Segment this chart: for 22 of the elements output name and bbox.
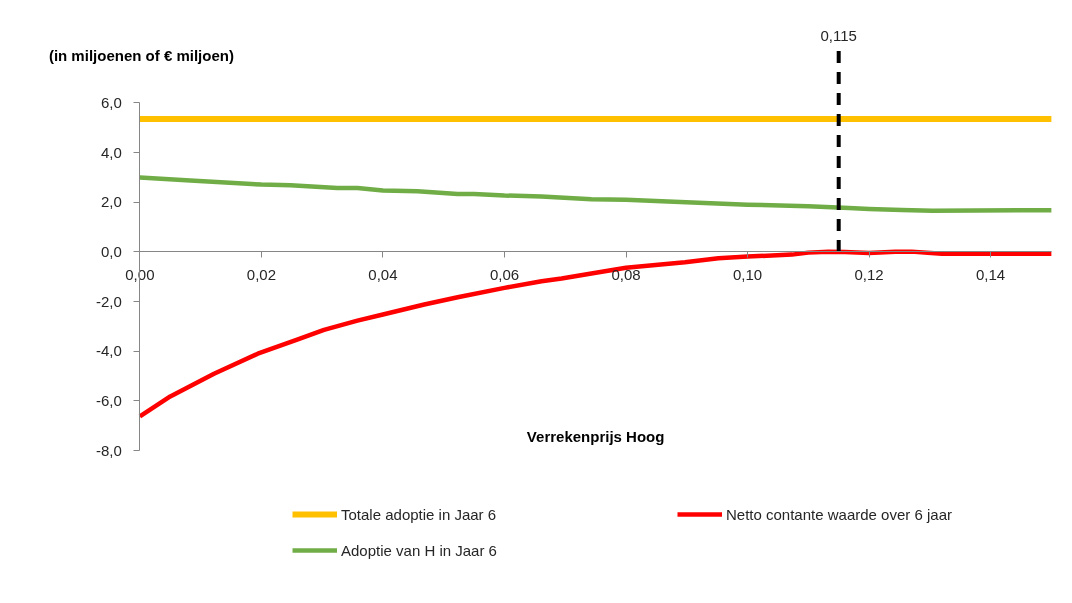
y-tick-label: -8,0 [96,441,122,459]
ref-line-label: 0,115 [820,26,857,44]
legend-label: Adoptie van H in Jaar 6 [341,541,498,559]
y-tick-label: -6,0 [96,391,122,409]
y-axis-title: (in miljoenen of € miljoen) [48,47,234,65]
y-tick-label: -2,0 [96,292,122,310]
y-tick-label: 2,0 [101,193,122,211]
x-tick-label: 0,08 [611,265,641,283]
y-tick-label: -4,0 [96,342,122,360]
y-tick-label: 4,0 [101,143,122,161]
x-tick-label: 0,12 [854,265,884,283]
x-axis-title: Verrekenprijs Hoog [526,427,665,445]
x-tick-label: 0,02 [246,265,277,283]
x-tick-label: 0,14 [976,265,1006,283]
y-tick-label: 0,0 [101,242,122,260]
x-tick-label: 0,10 [732,265,763,283]
y-tick-label: 6,0 [101,93,122,111]
x-tick-label: 0,04 [368,265,398,283]
legend-label: Totale adoptie in Jaar 6 [341,505,498,523]
legend-label: Netto contante waarde over 6 jaar [726,505,953,523]
x-tick-label: 0,06 [489,265,520,283]
line-series [137,175,1054,213]
